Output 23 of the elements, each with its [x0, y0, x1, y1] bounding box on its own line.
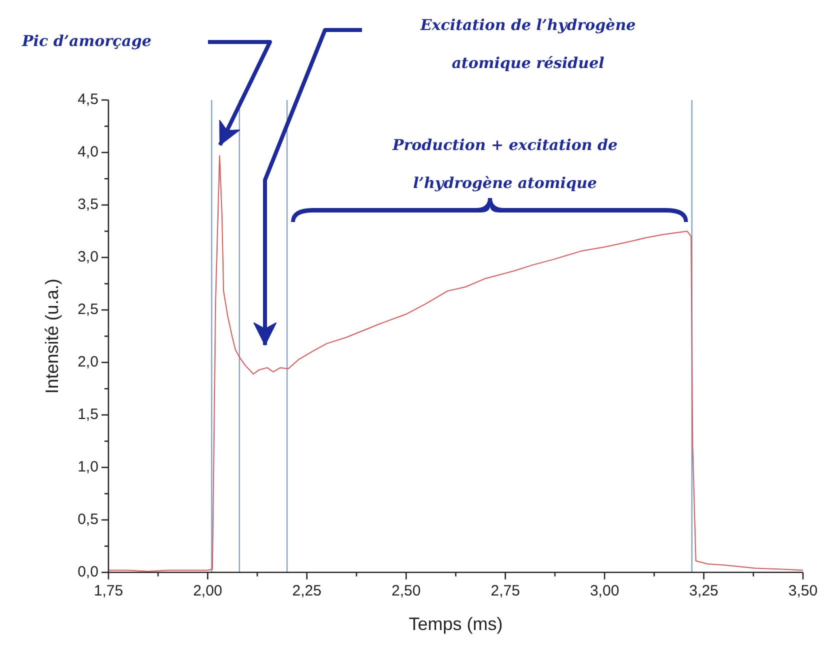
x-axis-title: Temps (ms): [408, 614, 503, 634]
y-tick-label: 2,5: [78, 301, 98, 318]
text: Production + excitation de l’hydrogène atomique: [392, 136, 618, 192]
x-tick-label: 1,75: [94, 582, 124, 600]
x-tick-label: 3,50: [788, 582, 818, 600]
x-tick-label: 3,25: [689, 582, 718, 600]
y-tick-label: 3,0: [78, 248, 98, 266]
x-tick-label: 2,25: [292, 582, 322, 600]
x-tick-label: 2,00: [193, 582, 222, 600]
y-tick-label: 2,0: [78, 354, 98, 371]
text: Excitation de l’hydrogène atomique résiduel: [420, 16, 636, 72]
y-tick-label: 4,5: [78, 91, 98, 108]
y-tick-label: 1,0: [78, 458, 98, 476]
y-axis-title: Intensité (u.a.): [42, 278, 62, 394]
y-tick-label: 0,5: [78, 511, 98, 528]
y-tick-label: 4,0: [78, 144, 98, 161]
x-tick-label: 2,75: [490, 582, 520, 600]
x-tick-label: 2,50: [392, 582, 421, 600]
y-tick-label: 3,5: [78, 196, 98, 214]
y-tick-label: 1,5: [78, 406, 98, 424]
text: Pic d’amorçage: [21, 32, 152, 50]
y-tick-label: 0,0: [78, 564, 98, 581]
x-tick-label: 3,00: [590, 582, 620, 600]
